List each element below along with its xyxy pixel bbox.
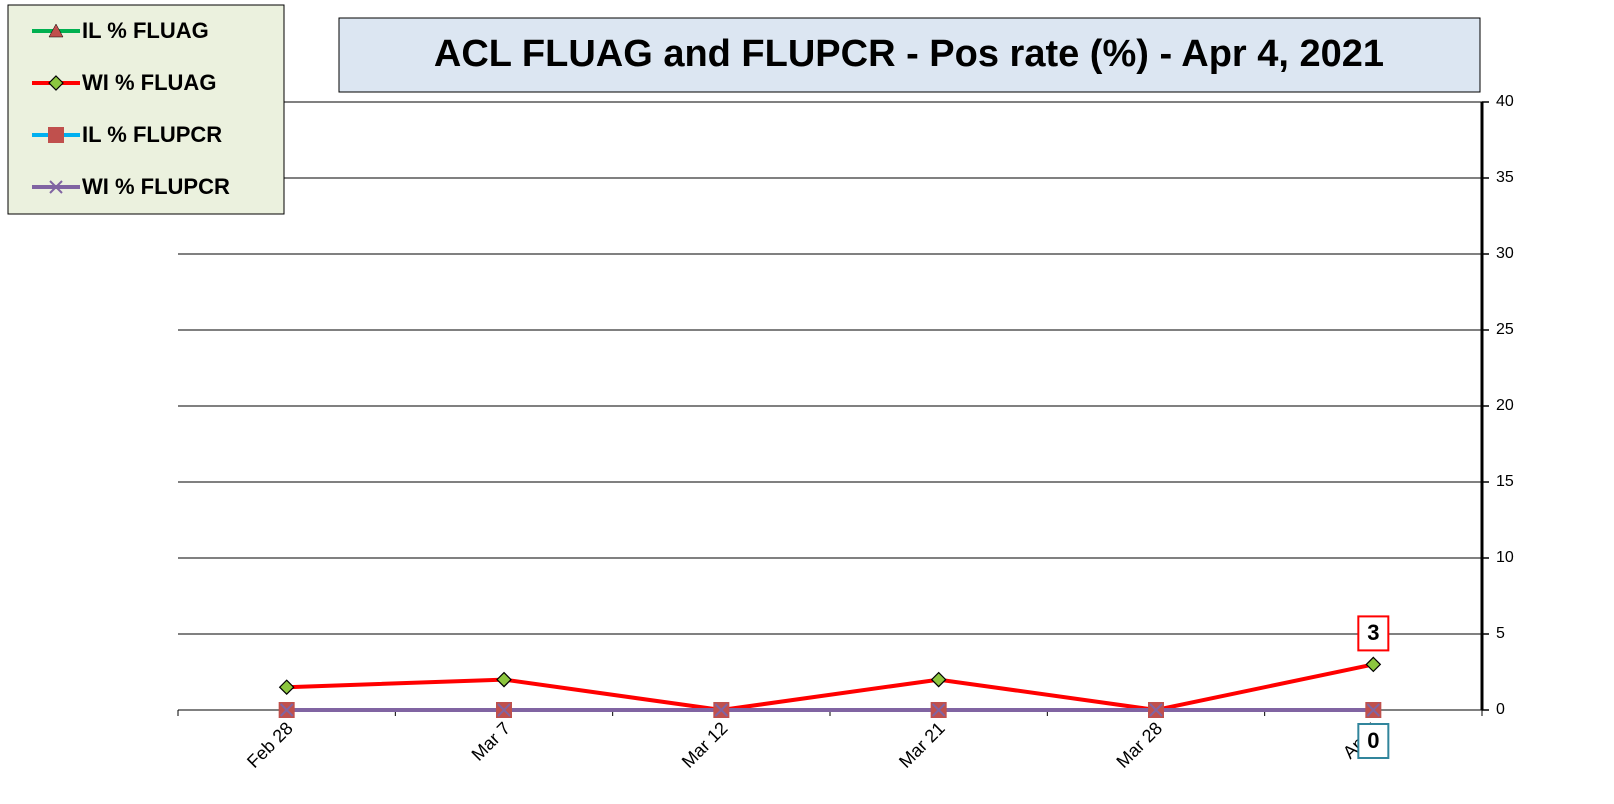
series-line [286,662,1374,713]
data-label: 3 [1367,620,1379,645]
x-tick-label: Feb 28 [243,718,297,772]
marker [49,180,63,194]
y-tick-label: 25 [1496,321,1514,338]
x-tick-label: Mar 7 [468,718,515,765]
data-label-box [1357,723,1390,759]
marker [48,23,64,38]
data-label-box [1357,615,1390,652]
marker [1149,703,1163,717]
marker [931,703,946,717]
marker [48,75,64,91]
marker [496,671,512,688]
data-label: 0 [1367,728,1379,753]
legend-label: WI % FLUAG [82,70,216,95]
marker [48,127,64,143]
marker [930,671,947,688]
y-tick-label: 35 [1496,169,1514,186]
marker [714,703,729,717]
y-tick-label: 20 [1496,397,1514,414]
x-tick-label: Mar 12 [678,718,732,772]
legend: IL % FLUAG WI % FLUAG IL % FLUPCR WI % FLUP… [7,4,285,215]
y-tick-label: 15 [1496,473,1514,490]
title-box [338,17,1481,93]
marker [497,703,511,717]
chart-title: ACL FLUAG and FLUPCR - Pos rate (%) - Ap… [434,33,1384,75]
marker [1365,656,1382,673]
marker [279,703,294,717]
legend-box [7,4,285,215]
legend-label: IL % FLUPCR [82,122,222,147]
y-tick-label: 30 [1496,245,1514,262]
x-tick-label: Mar 28 [1112,718,1166,772]
marker [278,679,295,696]
legend-label: WI % FLUPCR [82,174,230,199]
y-tick-label: 5 [1496,625,1505,642]
legend-label: IL % FLUAG [82,18,209,43]
y-tick-label: 40 [1496,93,1514,110]
marker [1366,703,1381,717]
y-tick-label: 10 [1496,549,1514,566]
y-tick-label: 0 [1496,701,1505,718]
x-tick-label: Mar 21 [895,718,949,772]
